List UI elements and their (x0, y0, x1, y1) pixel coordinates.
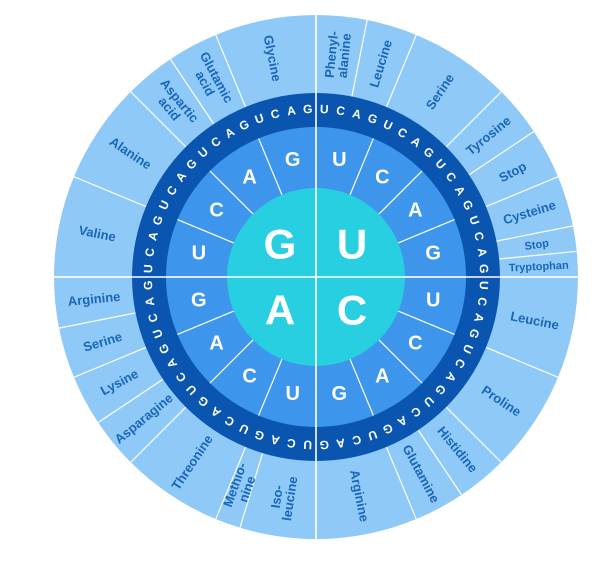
second-divider (209, 170, 254, 215)
amino-divider (130, 406, 187, 463)
second-base-letter: C (209, 200, 223, 222)
second-base-letter: A (242, 167, 256, 189)
third-base-letter: G (319, 438, 329, 452)
third-base-letter: G (253, 427, 267, 443)
second-base-letter: C (242, 365, 256, 387)
third-base-letter: A (286, 103, 297, 118)
third-base-letter: C (269, 106, 281, 122)
amino-divider (417, 429, 463, 496)
third-base-letter: C (351, 432, 363, 448)
amino-divider (485, 176, 559, 208)
third-base-letter: G (466, 327, 482, 341)
third-base-letter: G (141, 280, 155, 290)
second-divider (177, 310, 235, 335)
amino-divider (97, 378, 164, 424)
amino-acid-label-line: Tryptophan (509, 260, 570, 275)
amino-acid-label: Tryptophan (509, 260, 570, 275)
third-base-letter: G (150, 214, 166, 228)
amino-divider (73, 176, 147, 208)
second-divider (209, 339, 254, 384)
second-base-letter: A (375, 365, 389, 387)
second-base-letter: G (285, 149, 301, 171)
second-divider (258, 358, 283, 416)
second-divider (349, 358, 374, 416)
third-base-letter: A (145, 230, 161, 242)
second-base-letter: U (192, 243, 206, 265)
amino-divider (73, 346, 147, 378)
amino-acid-label: Arginine (67, 289, 121, 309)
second-base-letter: U (426, 289, 440, 311)
amino-acid-label-line: Phenyl- (322, 30, 342, 78)
amino-acid-label-line: Arginine (67, 289, 121, 309)
first-base-g: G (264, 221, 297, 268)
second-divider (258, 138, 283, 196)
amino-divider (215, 34, 247, 108)
third-base-letter: U (141, 264, 155, 273)
second-base-letter: G (332, 383, 348, 405)
third-base-letter: C (471, 230, 487, 242)
first-base-a: A (265, 287, 295, 334)
first-base-center: G UCA (54, 15, 578, 539)
third-base-letter: C (142, 247, 157, 258)
amino-acid-label: Iso-leucine (266, 473, 300, 521)
amino-acid-label: Phenyl-alanine (322, 30, 354, 79)
third-base-letter: A (471, 312, 487, 324)
amino-acid-label: Valine (77, 222, 117, 244)
amino-divider (499, 250, 577, 260)
amino-divider (239, 452, 264, 528)
second-base-letter: U (332, 149, 346, 171)
amino-divider (468, 130, 535, 176)
second-divider (378, 170, 423, 215)
amino-divider (351, 19, 368, 97)
amino-divider (485, 346, 559, 378)
second-divider (397, 310, 455, 335)
third-base-letter: U (477, 281, 491, 290)
second-base-letter: U (285, 383, 299, 405)
second-divider (177, 219, 235, 244)
third-base-letter: C (335, 103, 346, 118)
third-base-letter: G (366, 111, 380, 127)
amino-acid-label-line: Iso- (268, 484, 286, 509)
third-base-letter: C (145, 312, 161, 324)
amino-divider (58, 312, 136, 329)
amino-acid-label-line: leucine (279, 475, 300, 522)
third-base-letter: C (286, 436, 297, 451)
third-base-letter: A (142, 296, 157, 307)
second-divider (349, 138, 374, 196)
third-base-letter: C (475, 296, 490, 307)
second-base-letter: G (191, 289, 207, 311)
amino-divider (496, 225, 574, 242)
amino-acid-label-line: Stop (524, 238, 550, 253)
amino-divider (445, 91, 502, 148)
first-base-c: C (337, 287, 367, 334)
second-base-letter: G (425, 243, 441, 265)
third-base-letter: U (303, 438, 312, 452)
third-base-letter: A (335, 436, 346, 451)
third-base-letter: A (351, 106, 363, 122)
amino-divider (169, 58, 215, 125)
third-base-letter: A (475, 247, 490, 258)
second-base-letter: C (375, 167, 389, 189)
amino-acid-label-line: alanine (335, 33, 354, 79)
third-base-letter: G (477, 264, 491, 274)
third-base-letter: G (303, 102, 313, 116)
second-divider (378, 339, 423, 384)
amino-acid-label-line: Valine (77, 222, 117, 244)
amino-divider (385, 446, 417, 520)
amino-acid-label: Stop (524, 238, 550, 253)
first-base-u: U (337, 221, 367, 268)
amino-divider (385, 34, 417, 108)
third-base-letter: A (269, 432, 281, 448)
second-divider (397, 219, 455, 244)
amino-divider (445, 406, 502, 463)
second-base-letter: A (408, 200, 422, 222)
third-base-letter: U (320, 102, 329, 116)
second-base-letter: A (209, 332, 223, 354)
second-base-letter: C (408, 332, 422, 354)
amino-divider (130, 91, 187, 148)
amino-divider (215, 446, 247, 520)
